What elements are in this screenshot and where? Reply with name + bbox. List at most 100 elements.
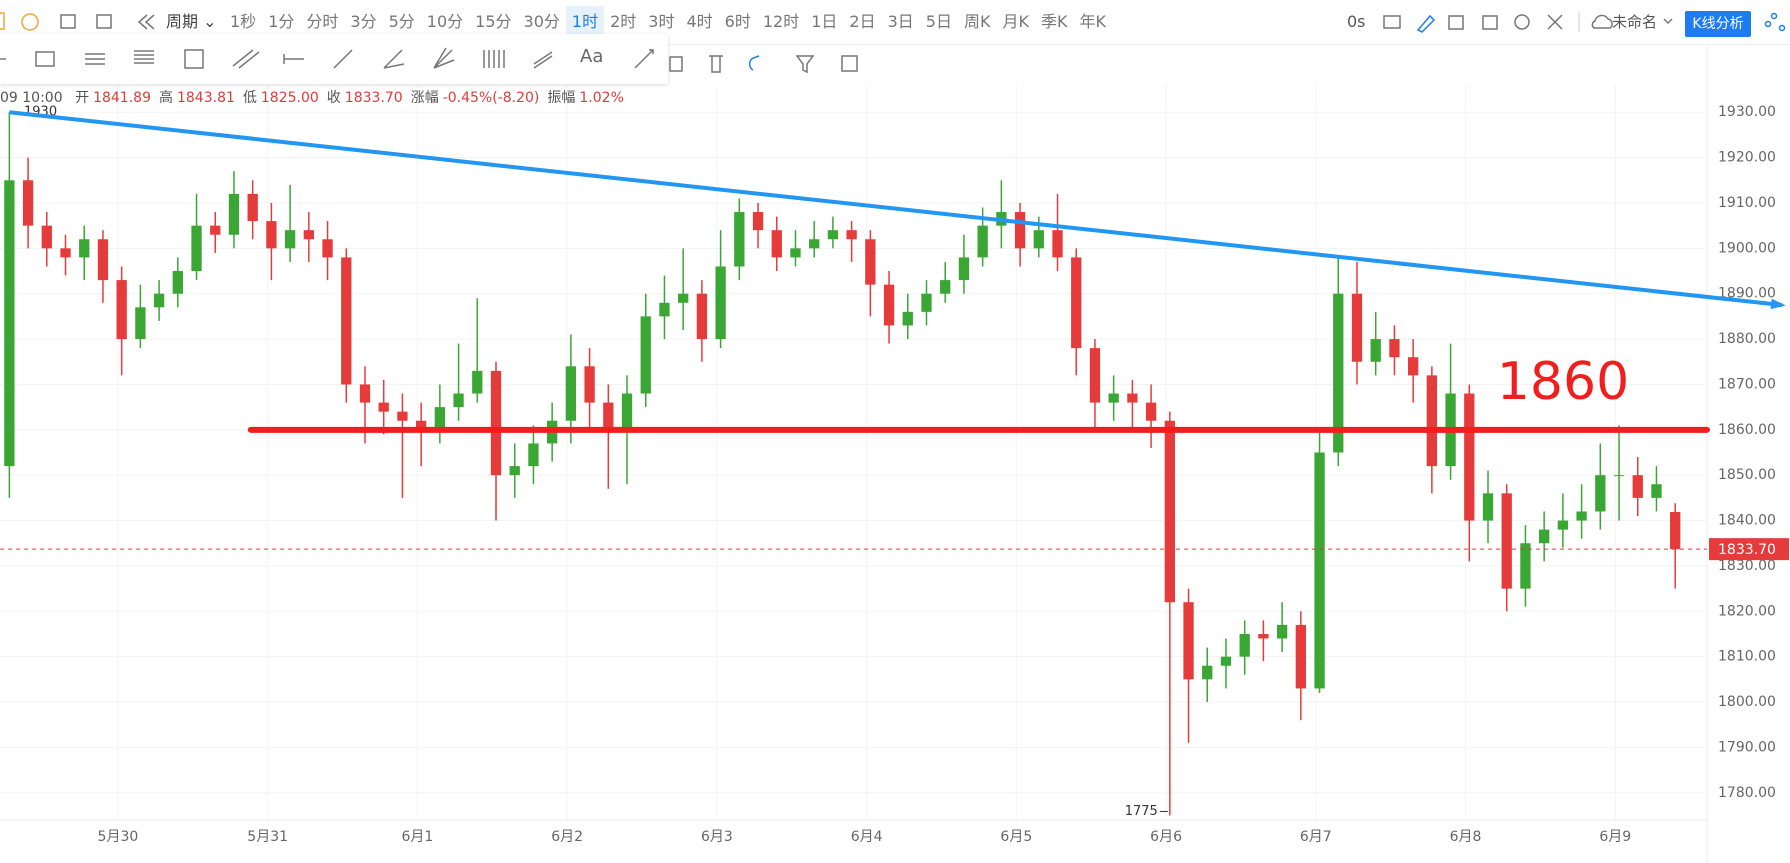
candle-body — [79, 239, 90, 258]
candle-body — [1258, 633, 1269, 639]
period-option[interactable]: 3日 — [887, 12, 914, 31]
trend-arrowhead — [1770, 298, 1786, 310]
period-option[interactable]: 季K — [1040, 12, 1068, 31]
period-option[interactable]: 6时 — [724, 12, 751, 31]
candle-body — [771, 230, 782, 258]
y-tick-label: 1850.00 — [1718, 467, 1776, 483]
candle-body — [135, 307, 146, 340]
period-option[interactable]: 1日 — [811, 12, 838, 31]
y-tick-label: 1920.00 — [1718, 150, 1776, 166]
tool-measure[interactable] — [184, 49, 204, 69]
analysis-button[interactable]: K线分析 — [1685, 11, 1751, 37]
info-label: 低 — [242, 90, 257, 106]
tool-fan[interactable] — [433, 47, 455, 69]
period-option[interactable]: 分时 — [306, 12, 339, 31]
tool-hline[interactable] — [283, 54, 304, 64]
candle-body — [883, 284, 895, 326]
cloud-icon[interactable] — [1591, 14, 1613, 29]
info-label: 高 — [158, 90, 173, 106]
candle-body — [1239, 633, 1250, 657]
last-price-tag — [1709, 538, 1789, 561]
period-list: 1秒 1分 分时 3分 5分 10分 15分 30分 1时 2时 3时 4时 6时 12时 1日 2日 3日 5日… — [224, 6, 1112, 38]
period-option[interactable]: 5日 — [925, 12, 952, 31]
period-option[interactable]: 2日 — [849, 12, 876, 31]
y-tick-label: 1840.00 — [1718, 513, 1776, 529]
tool-cycle[interactable] — [483, 50, 505, 68]
tool-fib[interactable] — [134, 50, 154, 64]
candle-body — [1520, 543, 1531, 589]
period-option[interactable]: 5分 — [388, 12, 415, 31]
flash-icon[interactable] — [21, 13, 39, 31]
layout-icon[interactable] — [96, 14, 112, 29]
tool-pitchfork[interactable] — [533, 51, 553, 69]
candle-body — [1632, 475, 1643, 498]
rewind-icon[interactable] — [137, 14, 155, 30]
candle-body — [490, 370, 502, 476]
period-option[interactable]: 1时 — [565, 6, 605, 38]
period-option[interactable]: 1分 — [268, 12, 295, 31]
candle-body — [1295, 624, 1306, 689]
info-bar: 09 10:00 开 1841.89 高 1843.81 低 1825.00 收 1833.7… — [0, 88, 624, 108]
period-option[interactable]: 年K — [1079, 12, 1106, 31]
y-tick-label: 1800.00 — [1718, 694, 1776, 710]
period-option[interactable]: 12时 — [762, 12, 800, 31]
tool-rect[interactable] — [35, 51, 55, 67]
period-option[interactable]: 2时 — [610, 12, 637, 31]
candle-body — [603, 402, 614, 430]
y-tick-label: 1830.00 — [1718, 558, 1776, 574]
candle-body — [228, 193, 240, 235]
period-option[interactable]: 10分 — [426, 12, 464, 31]
drawing-tools — [0, 47, 654, 69]
x-tick-label: 6月1 — [401, 829, 433, 845]
candle-body — [472, 370, 483, 394]
candle-body — [678, 293, 689, 303]
info-label: 开 — [75, 90, 90, 106]
share-icon[interactable] — [1770, 12, 1778, 20]
candle-body — [1071, 257, 1082, 349]
candle-body — [846, 230, 857, 240]
period-option[interactable]: 3分 — [350, 12, 377, 31]
candle-body — [1407, 357, 1419, 376]
fullscreen-icon[interactable] — [1547, 14, 1563, 30]
candle-body — [341, 257, 352, 385]
info-label: 收 — [326, 90, 341, 106]
tool-ray[interactable] — [333, 49, 353, 69]
edit-icon[interactable] — [1448, 15, 1464, 30]
candle-body — [1183, 602, 1194, 680]
period-option[interactable]: 4时 — [686, 12, 713, 31]
x-tick-label: 6月4 — [851, 829, 883, 845]
candle-body — [921, 293, 932, 312]
info-label: 涨幅 — [410, 90, 439, 106]
tool-parallel[interactable] — [232, 49, 260, 69]
info-value: -0.45%(-8.20) — [442, 90, 540, 106]
tool-channel[interactable] — [85, 53, 105, 65]
period-menu[interactable]: 周期 ⌄ — [166, 12, 217, 31]
text-tool[interactable]: Aa — [580, 46, 604, 67]
info-value: 1843.81 — [176, 90, 235, 106]
candle-body — [1127, 393, 1138, 403]
share-icon-node — [1778, 24, 1786, 32]
period-option[interactable]: 3时 — [648, 12, 675, 31]
period-option[interactable]: 1秒 — [230, 12, 257, 31]
calendar-icon[interactable] — [60, 14, 76, 29]
candle-body — [865, 239, 876, 285]
period-option[interactable]: 周K — [963, 12, 991, 31]
tool-arrow[interactable] — [634, 49, 654, 69]
candle-body — [659, 302, 670, 317]
period-option[interactable]: 月K — [1002, 12, 1029, 31]
period-option[interactable]: 15分 — [475, 12, 512, 31]
candle-body — [1145, 402, 1157, 421]
candle-body — [266, 221, 277, 249]
period-option[interactable]: 30分 — [523, 12, 560, 31]
candle-body — [977, 225, 988, 258]
trend-line — [9, 110, 1783, 308]
settings-icon[interactable] — [1514, 14, 1530, 30]
tool-angle[interactable] — [383, 49, 405, 69]
save-icon[interactable] — [1482, 15, 1498, 30]
camera-icon[interactable] — [1383, 15, 1401, 29]
partial-icon[interactable] — [0, 12, 5, 30]
candle-body — [303, 230, 314, 240]
pen-icon[interactable] — [1416, 14, 1436, 33]
layout-name[interactable]: 未命名 — [1612, 13, 1658, 31]
